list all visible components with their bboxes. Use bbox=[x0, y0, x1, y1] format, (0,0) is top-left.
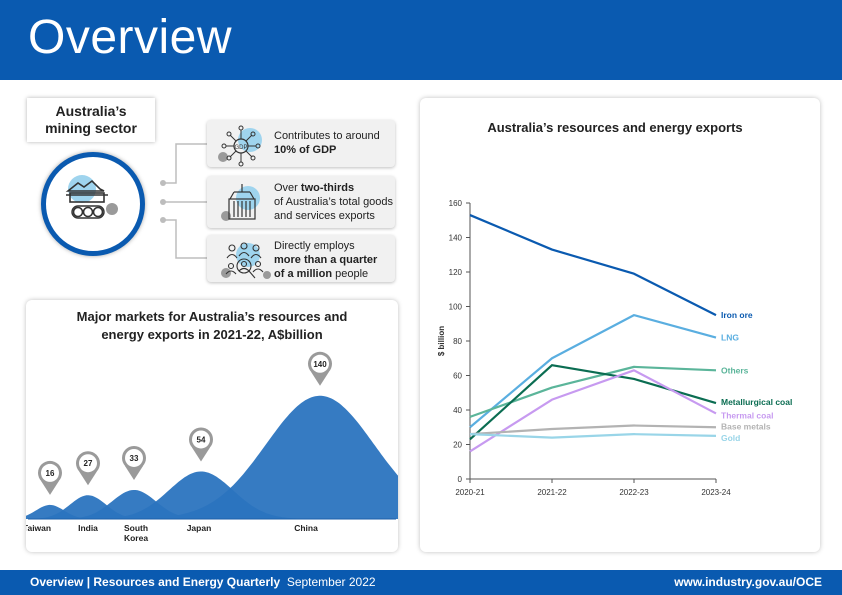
connector-dot bbox=[160, 199, 166, 205]
x-tick-label: 2023-24 bbox=[701, 488, 731, 497]
x-tick-label: 2022-23 bbox=[619, 488, 649, 497]
markets-title-line: energy exports in 2021-22, A$billion bbox=[101, 327, 323, 342]
footer-url[interactable]: www.industry.gov.au/OCE bbox=[674, 575, 822, 589]
chart-title: Australia’s resources and energy exports bbox=[487, 120, 742, 135]
mining-truck-icon bbox=[65, 175, 118, 219]
fact-exports: Over two-thirds of Australia’s total goo… bbox=[207, 176, 395, 228]
market-label: Taiwan bbox=[26, 523, 51, 533]
connector-dot bbox=[160, 217, 166, 223]
fact-text-line: of a million people bbox=[274, 267, 377, 281]
y-tick-label: 80 bbox=[453, 337, 462, 346]
fact-text: Contributes to around bbox=[274, 130, 380, 142]
pin-tail bbox=[125, 465, 143, 480]
footer-bar: Overview | Resources and Energy Quarterl… bbox=[0, 570, 842, 595]
y-tick-label: 140 bbox=[449, 234, 463, 243]
pin-face bbox=[125, 448, 143, 467]
fact-text-bold: two-thirds bbox=[300, 182, 355, 194]
mining-sector-title: Australia’s mining sector bbox=[27, 98, 155, 142]
people-employment-icon bbox=[221, 242, 271, 279]
market-value: 33 bbox=[130, 454, 139, 463]
pin-face bbox=[41, 463, 59, 482]
series-label: Gold bbox=[721, 433, 740, 443]
shipping-container-icon bbox=[221, 184, 260, 221]
y-tick-label: 100 bbox=[449, 303, 463, 312]
series-line bbox=[469, 214, 717, 317]
exports-line-chart: Australia’s resources and energy exports… bbox=[437, 120, 792, 497]
fact-text-bold: 10% of GDP bbox=[274, 144, 337, 156]
x-tick-label: 2021-22 bbox=[537, 488, 567, 497]
markets-card: Major markets for Australia’s resources … bbox=[26, 300, 398, 552]
series-label: Thermal coal bbox=[721, 410, 773, 420]
series-label: Iron ore bbox=[721, 310, 753, 320]
market-value-pin: 33 bbox=[122, 445, 146, 480]
market-value: 27 bbox=[84, 459, 93, 468]
series-line bbox=[469, 369, 717, 453]
market-value-pin: 140 bbox=[308, 351, 332, 386]
market-value: 16 bbox=[46, 469, 55, 478]
pin-tail bbox=[41, 480, 59, 495]
fact-gdp: GDP Contributes to around 10% of GDP bbox=[207, 120, 395, 167]
series-label: Others bbox=[721, 365, 749, 375]
exports-card: Australia’s resources and energy exports… bbox=[420, 98, 820, 552]
fact-text: and services exports bbox=[274, 210, 375, 222]
fact-text: Over bbox=[274, 182, 301, 194]
y-axis-label: $ billion bbox=[437, 326, 446, 356]
fact-text-line: Over two-thirds bbox=[274, 181, 393, 195]
fact-employment: Directly employs more than a quarter of … bbox=[207, 235, 395, 282]
market-label: South bbox=[124, 523, 148, 533]
y-tick-label: 20 bbox=[453, 441, 462, 450]
pin-face bbox=[311, 354, 329, 373]
footer-title: Overview | Resources and Energy Quarterl… bbox=[30, 575, 281, 589]
pin-tail bbox=[79, 471, 97, 486]
markets-title: Major markets for Australia’s resources … bbox=[26, 308, 398, 344]
x-tick-label: 2020-21 bbox=[455, 488, 485, 497]
pin-tail bbox=[311, 371, 329, 386]
page-title: Overview bbox=[28, 11, 233, 64]
header-bar: Overview bbox=[0, 0, 842, 80]
market-value: 140 bbox=[313, 360, 327, 369]
pin-face bbox=[79, 454, 97, 473]
fact-text: people bbox=[332, 268, 369, 280]
footer-left: Overview | Resources and Energy Quarterl… bbox=[30, 575, 376, 589]
market-mountain bbox=[147, 395, 398, 519]
fact-text: of Australia’s total goods bbox=[274, 196, 394, 208]
footer-date: September 2022 bbox=[286, 575, 376, 589]
connector-dot bbox=[160, 180, 166, 186]
market-value: 54 bbox=[197, 435, 206, 444]
market-value-pin: 16 bbox=[38, 460, 62, 495]
series-line bbox=[469, 424, 717, 436]
market-label: Japan bbox=[187, 523, 212, 533]
mining-truck-badge bbox=[41, 152, 145, 256]
y-tick-label: 40 bbox=[453, 406, 462, 415]
series-label: Metallurgical coal bbox=[721, 397, 792, 407]
gdp-network-icon: GDP bbox=[218, 125, 262, 167]
markets-title-line: Major markets for Australia’s resources … bbox=[76, 309, 348, 324]
market-label: China bbox=[294, 523, 318, 533]
fact-text-bold: of a million bbox=[274, 268, 333, 280]
market-value-pin: 27 bbox=[76, 451, 100, 486]
y-tick-label: 60 bbox=[453, 372, 462, 381]
fact-text: Directly employs bbox=[274, 240, 355, 252]
y-tick-label: 120 bbox=[449, 268, 463, 277]
fact-text-bold: more than a quarter bbox=[274, 254, 378, 266]
series-label: Base metals bbox=[721, 421, 771, 431]
pin-tail bbox=[192, 447, 210, 462]
svg-text:GDP: GDP bbox=[234, 145, 247, 151]
pin-face bbox=[192, 430, 210, 449]
series-line bbox=[469, 433, 717, 439]
market-value-pin: 54 bbox=[189, 427, 213, 462]
market-label: India bbox=[78, 523, 98, 533]
y-tick-label: 160 bbox=[449, 199, 463, 208]
series-line bbox=[469, 314, 717, 429]
y-tick-label: 0 bbox=[458, 475, 463, 484]
series-label: LNG bbox=[721, 333, 739, 343]
market-label: Korea bbox=[124, 533, 148, 543]
